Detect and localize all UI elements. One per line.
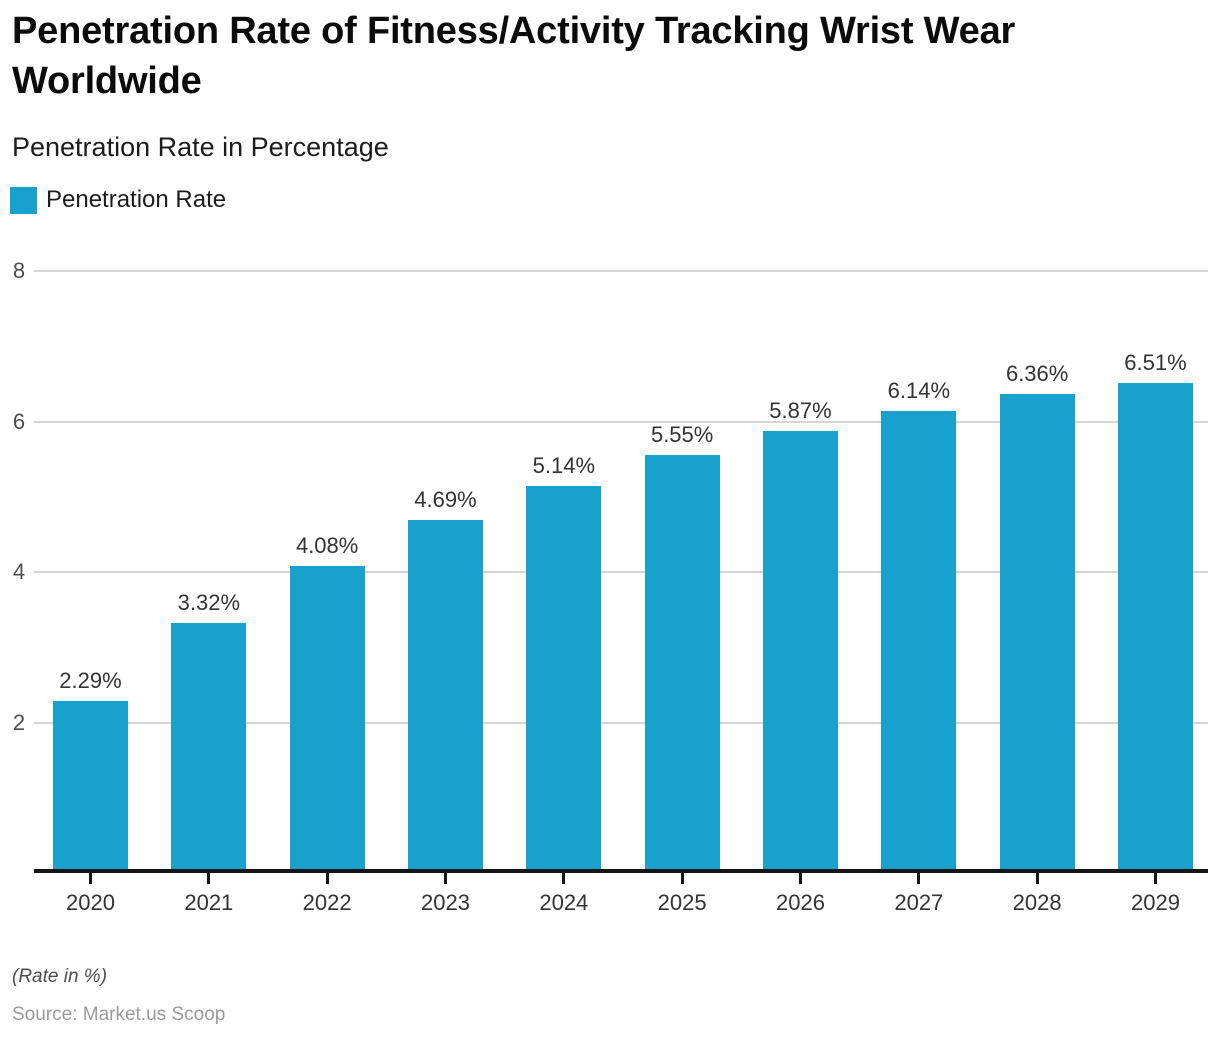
x-axis-label-2027: 2027 xyxy=(894,890,944,915)
bar-2022 xyxy=(289,565,365,873)
x-axis-label-2021: 2021 xyxy=(184,890,234,915)
bar-value-label-2023: 4.69% xyxy=(414,487,477,513)
x-axis-tick-2020 xyxy=(89,873,92,884)
y-axis-label-4: 4 xyxy=(12,559,26,584)
x-axis-label-2022: 2022 xyxy=(302,890,352,915)
x-axis-tick-2025 xyxy=(680,873,684,884)
y-axis-label-2: 2 xyxy=(12,709,26,735)
bar-value-label-2027: 6.14% xyxy=(887,377,951,403)
x-axis-tick-2022 xyxy=(325,873,329,884)
chart-title: Penetration Rate of Fitness/Activity Tra… xyxy=(12,10,1016,102)
gridline-8 xyxy=(34,270,1208,272)
legend: Penetration Rate xyxy=(10,186,226,214)
bar-value-label-2021: 3.32% xyxy=(177,590,241,616)
bar-2029 xyxy=(1117,383,1193,873)
gridline-2 xyxy=(34,721,1208,724)
legend-label: Penetration Rate xyxy=(46,186,227,213)
x-axis-label-2020: 2020 xyxy=(66,890,115,915)
x-axis-label-2029: 2029 xyxy=(1131,890,1180,915)
legend-swatch-icon xyxy=(10,186,37,214)
bar-value-label-2029: 6.51% xyxy=(1124,350,1187,376)
x-axis-label-2028: 2028 xyxy=(1012,890,1062,915)
bar-2025 xyxy=(644,455,720,873)
bar-value-label-2025: 5.55% xyxy=(650,422,714,448)
x-axis-tick-2027 xyxy=(917,873,921,884)
rate-unit-note: (Rate in %) xyxy=(12,966,108,987)
x-axis-tick-2023 xyxy=(443,873,447,884)
bar-2028 xyxy=(999,394,1075,873)
chart-subtitle: Penetration Rate in Percentage xyxy=(12,132,389,162)
gridline-4 xyxy=(34,571,1208,573)
bar-value-label-2028: 6.36% xyxy=(1005,361,1069,387)
bar-2023 xyxy=(407,520,483,873)
bar-value-label-2024: 5.14% xyxy=(532,453,596,479)
bar-value-label-2026: 5.87% xyxy=(769,398,832,424)
x-axis-tick-2028 xyxy=(1035,873,1039,884)
source-credit: Source: Market.us Scoop xyxy=(12,1004,226,1025)
x-axis-label-2025: 2025 xyxy=(657,890,707,915)
bar-2027 xyxy=(881,410,957,873)
x-axis-label-2026: 2026 xyxy=(776,890,825,915)
bar-value-label-2020: 2.29% xyxy=(59,667,122,693)
bar-value-label-2022: 4.08% xyxy=(295,532,359,558)
x-axis-tick-2021 xyxy=(207,873,211,884)
bar-2024 xyxy=(526,486,602,873)
bar-2026 xyxy=(762,431,838,873)
bar-2020 xyxy=(53,700,128,873)
x-axis-label-2023: 2023 xyxy=(421,890,470,915)
bar-2021 xyxy=(171,623,247,873)
y-axis-label-8: 8 xyxy=(12,258,26,283)
x-axis-tick-2026 xyxy=(798,873,802,884)
x-axis-tick-2024 xyxy=(562,873,566,884)
y-axis-label-6: 6 xyxy=(12,408,26,434)
x-axis-line xyxy=(34,869,1208,873)
x-axis-tick-2029 xyxy=(1153,873,1157,884)
x-axis-label-2024: 2024 xyxy=(539,890,589,915)
gridline-6 xyxy=(34,420,1208,423)
